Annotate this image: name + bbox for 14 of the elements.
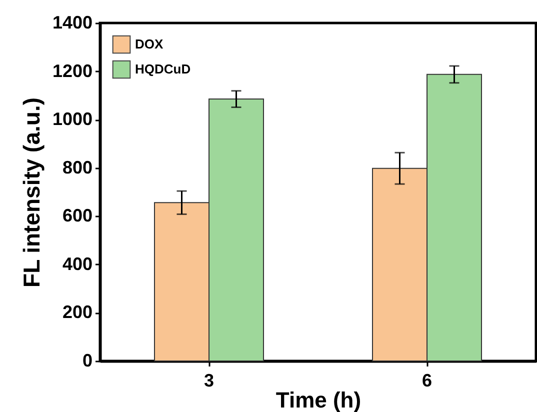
y-axis-title: FL intensity (a.u.): [18, 98, 44, 288]
y-tick-label: 200: [62, 302, 92, 322]
legend-label: HQDCuD: [135, 62, 191, 76]
x-axis-title: Time (h): [276, 388, 362, 412]
x-tick-label: 6: [422, 370, 432, 390]
y-tick-label: 1000: [52, 109, 92, 130]
y-tick-label: 1200: [52, 60, 92, 81]
x-tick-label: 3: [204, 370, 214, 390]
y-tick-label: 400: [62, 254, 92, 274]
y-tick-label: 600: [62, 206, 92, 226]
legend-label: DOX: [135, 36, 164, 52]
y-tick-label: 1400: [52, 12, 92, 32]
y-tick-label: 0: [82, 350, 92, 370]
y-tick-label: 800: [62, 157, 92, 178]
